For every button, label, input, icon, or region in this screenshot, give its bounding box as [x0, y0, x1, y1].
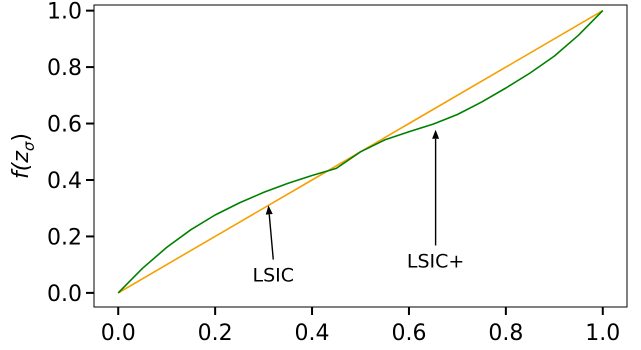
y-axis-ticks: 0.0 0.2 0.4 0.6 0.8 1.0: [47, 0, 94, 307]
y-tick-label: 0.4: [47, 169, 82, 194]
annotation-arrow-line: [268, 214, 274, 260]
y-tick-label: 1.0: [47, 0, 82, 25]
x-tick-label: 0.8: [488, 321, 523, 346]
annotation-label-1: LSIC: [253, 265, 295, 287]
x-tick-label: 0.4: [295, 321, 330, 346]
series-layer: [117, 9, 604, 294]
annotation-layer: LSIC LSIC+: [253, 129, 464, 287]
x-axis-ticks: 0.0 0.2 0.4 0.6 0.8 1.0: [101, 307, 620, 346]
x-tick-label: 0.0: [101, 321, 136, 346]
annotation-label-2: LSIC+: [407, 250, 464, 272]
x-tick-label: 1.0: [585, 321, 620, 346]
y-tick-label: 0.0: [47, 282, 82, 307]
y-tick-label: 0.2: [47, 225, 82, 250]
y-tick-label: 0.6: [47, 113, 82, 138]
x-tick-label: 0.6: [391, 321, 426, 346]
annotation-arrow-head: [432, 129, 440, 139]
series-line-2: [117, 10, 604, 294]
annotation-arrow-head: [265, 205, 273, 215]
plot-frame: [93, 4, 628, 308]
x-tick-label: 0.2: [198, 321, 233, 346]
y-axis-label: f(zσ): [9, 133, 38, 179]
y-tick-label: 0.8: [47, 56, 82, 81]
